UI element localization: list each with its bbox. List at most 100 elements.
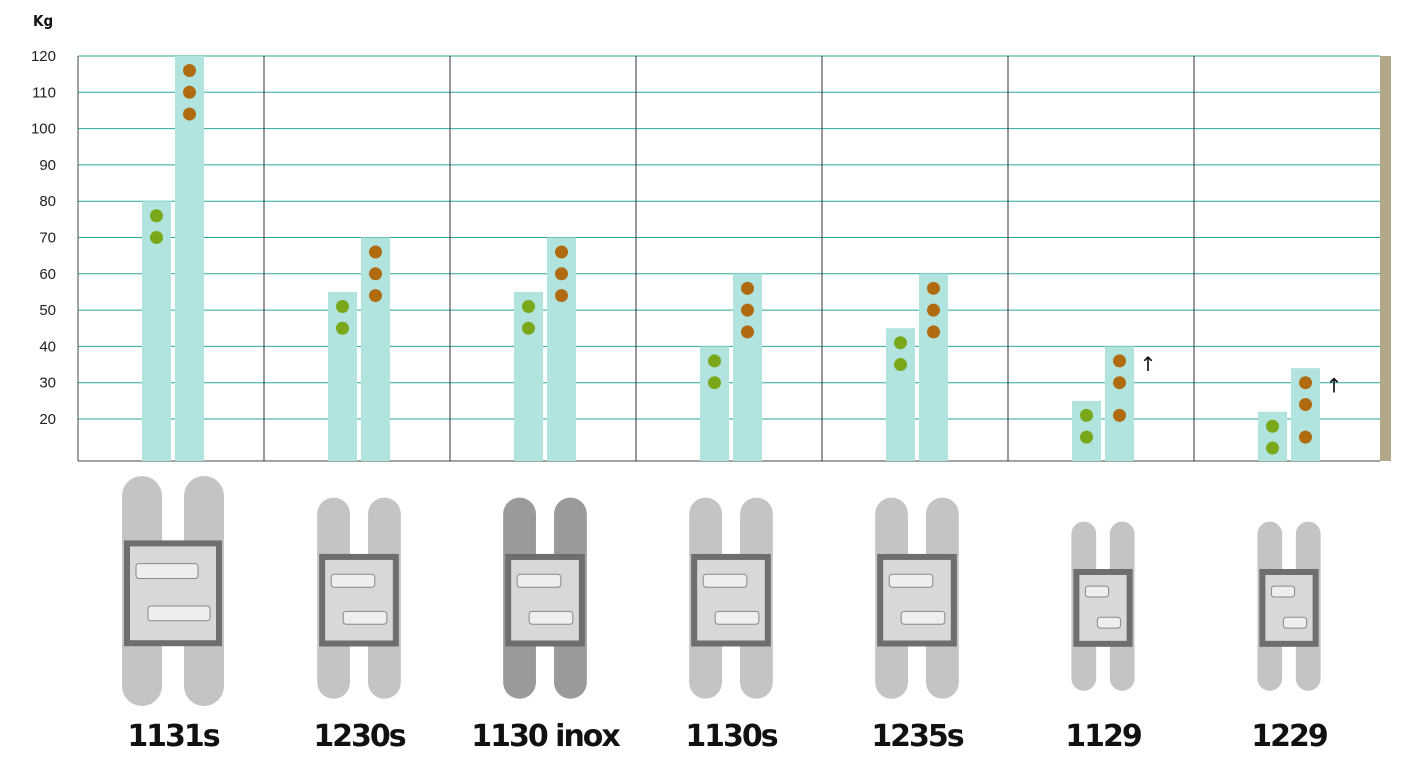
bar-series-2 bbox=[175, 56, 204, 461]
up-arrow: ↑ bbox=[1326, 374, 1343, 398]
y-tick-label: 120 bbox=[31, 48, 56, 65]
category-label: 1130 inox bbox=[471, 719, 620, 754]
hinge-image bbox=[875, 497, 959, 699]
green-marker bbox=[522, 321, 535, 335]
y-tick-label: 20 bbox=[39, 411, 56, 428]
bars bbox=[142, 56, 1320, 461]
brown-marker bbox=[369, 289, 382, 303]
hinge-image bbox=[689, 497, 773, 699]
green-marker bbox=[336, 321, 349, 335]
green-marker bbox=[1266, 419, 1279, 433]
hinge-mechanism bbox=[883, 559, 951, 641]
brown-marker bbox=[741, 303, 754, 317]
hinge-images bbox=[122, 476, 1321, 706]
hinge-arm-upper bbox=[888, 573, 934, 588]
green-marker bbox=[894, 336, 907, 350]
hinge-mechanism bbox=[511, 559, 579, 641]
y-tick-label: 110 bbox=[32, 84, 56, 101]
brown-marker bbox=[1299, 397, 1312, 411]
up-arrow: ↑ bbox=[1140, 352, 1157, 376]
category-label: 1130s bbox=[685, 719, 777, 754]
brown-marker bbox=[369, 245, 382, 259]
bar-series-2 bbox=[733, 273, 762, 461]
hinge-arm-lower bbox=[147, 605, 211, 622]
category-separators bbox=[263, 56, 1195, 461]
bar-series-1 bbox=[514, 291, 543, 461]
bar-series-2 bbox=[919, 273, 948, 461]
y-axis-unit-label: Kg bbox=[33, 12, 53, 30]
green-marker bbox=[894, 358, 907, 372]
category-label: 1131s bbox=[127, 719, 219, 754]
hinge-mechanism bbox=[1079, 574, 1127, 641]
hinge-image bbox=[122, 476, 224, 706]
brown-marker bbox=[1299, 376, 1312, 390]
hinge-image bbox=[1257, 521, 1321, 691]
brown-marker bbox=[927, 303, 940, 317]
green-marker bbox=[1266, 441, 1279, 455]
hinge-arm-lower bbox=[1282, 616, 1308, 629]
green-marker bbox=[708, 376, 721, 390]
brown-marker bbox=[183, 64, 196, 78]
brown-marker bbox=[1113, 354, 1126, 368]
bar-series-1 bbox=[142, 201, 171, 461]
y-tick-label: 50 bbox=[39, 302, 56, 319]
green-marker bbox=[522, 299, 535, 313]
brown-marker bbox=[1113, 408, 1126, 422]
green-marker bbox=[708, 354, 721, 368]
hinge-arm-lower bbox=[528, 610, 574, 625]
brown-marker bbox=[741, 281, 754, 295]
hinge-mechanism bbox=[130, 546, 216, 641]
category-labels: 1131s 1230s 1130 inox 1130s 1235s 1129 1229 bbox=[127, 719, 1329, 754]
brown-marker bbox=[369, 267, 382, 281]
hinge-image bbox=[317, 497, 401, 699]
hinge-mechanism bbox=[1265, 574, 1313, 641]
hinge-arm-upper bbox=[1270, 585, 1296, 598]
green-marker bbox=[1080, 408, 1093, 422]
brown-marker bbox=[183, 107, 196, 121]
brown-marker bbox=[927, 281, 940, 295]
green-marker bbox=[336, 299, 349, 313]
y-tick-label: 70 bbox=[39, 230, 56, 247]
y-tick-label: 90 bbox=[39, 157, 56, 174]
brown-marker bbox=[927, 325, 940, 339]
hinge-mechanism bbox=[325, 559, 393, 641]
y-tick-label: 60 bbox=[39, 266, 56, 283]
brown-marker bbox=[555, 289, 568, 303]
category-label: 1230s bbox=[313, 719, 405, 754]
hinge-arm-upper bbox=[702, 573, 748, 588]
hinge-image bbox=[1071, 521, 1135, 691]
hinge-arm-lower bbox=[342, 610, 388, 625]
brown-marker bbox=[1299, 430, 1312, 444]
right-edge-band bbox=[1380, 56, 1391, 461]
hinge-arm-upper bbox=[135, 563, 199, 579]
brown-marker bbox=[555, 245, 568, 259]
brown-marker bbox=[555, 267, 568, 281]
green-marker bbox=[1080, 430, 1093, 444]
category-label: 1235s bbox=[871, 719, 963, 754]
green-marker bbox=[150, 209, 163, 223]
markers bbox=[150, 64, 1312, 455]
y-tick-label: 30 bbox=[39, 375, 56, 392]
green-marker bbox=[150, 231, 163, 244]
brown-marker bbox=[183, 85, 196, 99]
bar-series-1 bbox=[328, 291, 357, 461]
y-tick-label: 100 bbox=[31, 121, 56, 138]
hinge-arm-upper bbox=[516, 573, 562, 588]
hinge-arm-lower bbox=[714, 610, 760, 625]
hinge-image bbox=[503, 497, 587, 699]
hinge-arm-upper bbox=[1084, 585, 1110, 598]
bar-series-1 bbox=[886, 328, 915, 461]
hinge-mechanism bbox=[697, 559, 765, 641]
brown-marker bbox=[1113, 376, 1126, 390]
category-label: 1129 bbox=[1065, 719, 1141, 754]
category-label: 1229 bbox=[1251, 719, 1327, 754]
hinge-arm-upper bbox=[330, 573, 376, 588]
y-tick-label: 80 bbox=[39, 193, 56, 210]
hinge-arm-lower bbox=[900, 610, 946, 625]
hinge-arm-lower bbox=[1096, 616, 1122, 629]
brown-marker bbox=[741, 325, 754, 339]
y-tick-labels: 20 30 40 50 60 70 80 90 100 110 120 bbox=[31, 48, 56, 428]
y-tick-label: 40 bbox=[39, 338, 56, 355]
arrows: ↑↑ bbox=[1140, 352, 1343, 398]
